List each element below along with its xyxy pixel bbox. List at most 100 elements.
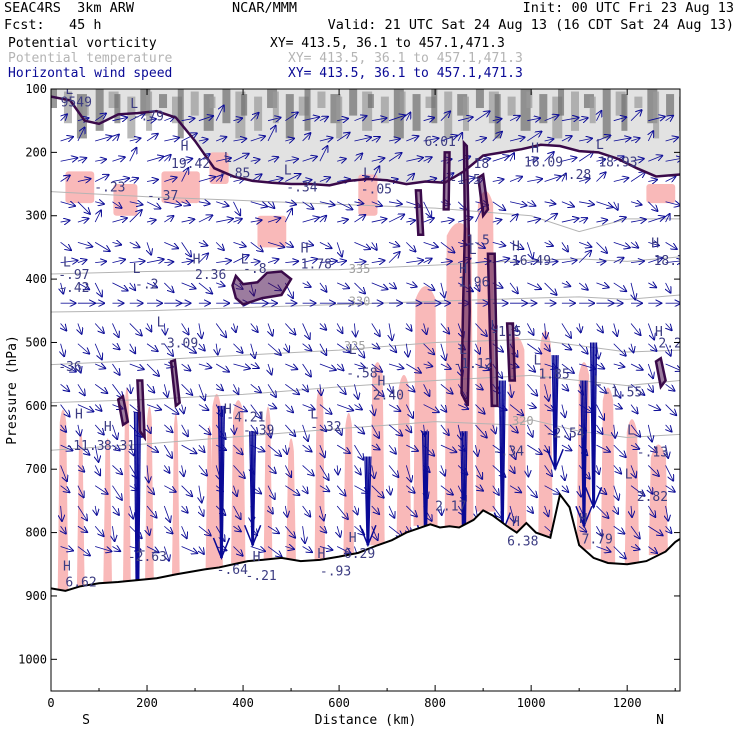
wind-vector: [561, 202, 574, 207]
wind-vector: [250, 424, 258, 434]
wind-vector: [475, 242, 484, 248]
wind-vector: [181, 485, 193, 497]
extremum-label: L: [363, 167, 371, 182]
wind-vector: [613, 343, 626, 356]
wind-vector: [405, 465, 411, 481]
wind-vector: [112, 282, 127, 291]
wind-vector: [164, 546, 169, 561]
pv-shade-cell: [267, 89, 278, 109]
extremum-label: -.42: [58, 281, 89, 296]
wind-vector: [388, 153, 401, 162]
wind-vector: [199, 505, 204, 516]
wind-vector: [267, 218, 280, 222]
wind-vector: [475, 138, 486, 141]
wind-vector: [60, 220, 70, 222]
pv-shade-cell: [336, 96, 343, 139]
extremum-label: -.85: [219, 167, 250, 182]
wind-vector: [561, 158, 577, 162]
wind-vector: [630, 383, 644, 395]
pv-shade-cell: [171, 96, 182, 124]
wind-vector: [94, 282, 102, 296]
wind-vector: [406, 113, 410, 121]
wind-vector: [423, 282, 435, 290]
wind-vector: [509, 241, 523, 249]
wind-vector: [302, 465, 314, 475]
wind-vector: [544, 261, 558, 262]
wind-vector: [337, 159, 346, 161]
wind-vector: [354, 282, 365, 294]
extremum-label: L: [157, 316, 165, 331]
wind-jet-head: [546, 448, 564, 472]
extremum-label: -.39: [243, 423, 274, 438]
wind-vector: [613, 364, 625, 367]
wind-vector: [129, 242, 140, 247]
pv-shade-cell: [583, 94, 594, 109]
extremum-label: L: [224, 151, 232, 166]
wind-vector: [250, 364, 259, 368]
x-tick-label: 200: [136, 696, 158, 710]
wind-vector: [631, 505, 632, 517]
legend-name-pv: Potential vorticity: [8, 36, 157, 51]
wind-vector: [406, 260, 423, 262]
wind-vector: [77, 525, 87, 532]
wind-vector: [319, 146, 328, 162]
wind-vector: [95, 405, 101, 411]
wind-vector: [250, 323, 258, 332]
wind-vector: [250, 220, 262, 222]
wind-vector: [631, 343, 633, 353]
wind-vector: [406, 158, 423, 162]
wind-vector: [233, 118, 242, 120]
wind-vector: [337, 424, 341, 435]
wind-vector: [579, 323, 581, 332]
wind-vector: [302, 259, 318, 263]
wind-vector: [199, 323, 202, 338]
wind-vector: [216, 202, 228, 206]
wind-vector: [510, 384, 512, 397]
wind-vector: [77, 384, 85, 395]
wind-vector: [233, 485, 236, 496]
wind-vector: [561, 424, 570, 440]
wind-vector: [440, 364, 451, 369]
wind-vector: [285, 112, 297, 122]
wind-vector: [475, 445, 477, 456]
wind-vector: [665, 137, 678, 141]
wind-vector: [337, 526, 340, 537]
wind-vector: [388, 505, 394, 518]
x-tick-label: 0: [47, 696, 54, 710]
wind-vector: [233, 526, 240, 531]
wind-vector: [492, 119, 502, 121]
wind-vector: [475, 404, 484, 414]
wind-vector: [233, 546, 242, 556]
wind-vector: [147, 465, 149, 482]
wind-vector: [60, 547, 73, 551]
pv-shade-cell: [475, 89, 484, 109]
wind-vector: [77, 343, 89, 354]
wind-vector: [233, 139, 246, 141]
wind-vector: [164, 485, 175, 492]
wind-vector: [130, 505, 133, 519]
wind-jet-line: [593, 342, 598, 508]
terrain-line: [51, 492, 680, 592]
wind-vector: [320, 444, 325, 457]
wind-vector: [95, 159, 106, 161]
wind-vector: [112, 242, 121, 244]
pv-shade-cell: [488, 91, 499, 124]
wind-vector: [388, 283, 396, 289]
wind-vector: [440, 242, 455, 252]
wind-vector: [371, 505, 379, 514]
wind-vector: [60, 137, 73, 141]
wind-vector: [129, 138, 141, 141]
wind-vector: [389, 384, 392, 392]
wind-jet-head: [212, 537, 231, 560]
wind-vector: [320, 323, 326, 329]
wind-vector: [147, 323, 151, 331]
wind-vector: [354, 202, 363, 204]
wind-vector: [440, 343, 446, 360]
wind-vector: [544, 242, 553, 246]
extremum-label: 19.42: [171, 157, 210, 172]
wind-vector: [216, 158, 231, 161]
wind-vector: [527, 363, 535, 372]
wind-vector: [371, 424, 379, 438]
wind-vector: [302, 363, 311, 376]
wind-vector: [613, 178, 629, 182]
